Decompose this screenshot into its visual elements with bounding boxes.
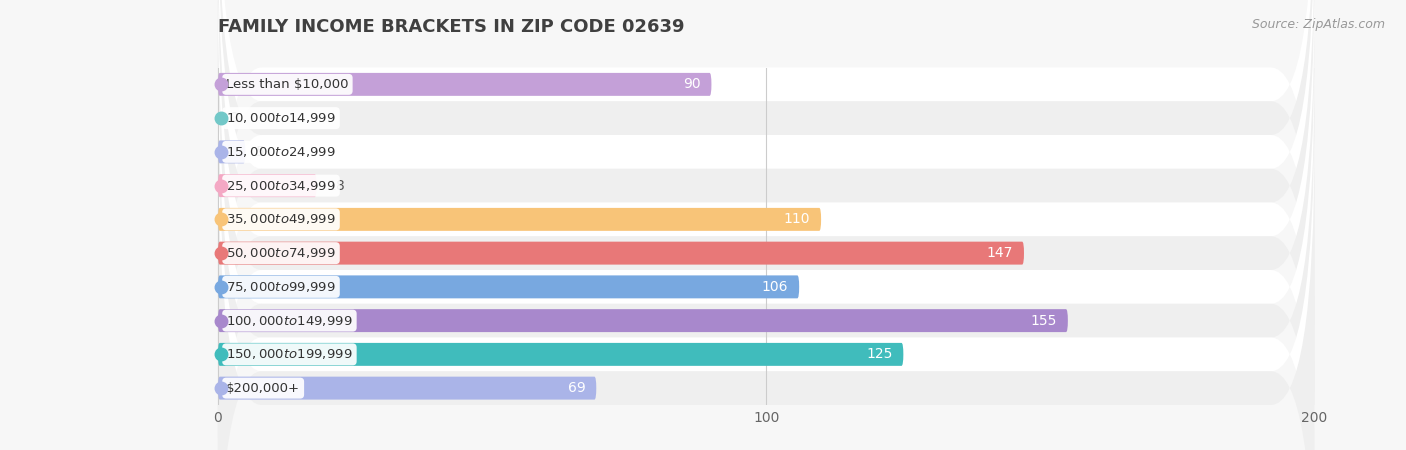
Text: 147: 147 bbox=[987, 246, 1014, 260]
Text: $35,000 to $49,999: $35,000 to $49,999 bbox=[226, 212, 336, 226]
FancyBboxPatch shape bbox=[218, 140, 246, 163]
FancyBboxPatch shape bbox=[218, 309, 1069, 332]
FancyBboxPatch shape bbox=[218, 275, 799, 298]
FancyBboxPatch shape bbox=[218, 73, 711, 96]
Text: 90: 90 bbox=[683, 77, 700, 91]
FancyBboxPatch shape bbox=[218, 135, 1315, 450]
Text: $200,000+: $200,000+ bbox=[226, 382, 299, 395]
FancyBboxPatch shape bbox=[218, 68, 1315, 450]
FancyBboxPatch shape bbox=[218, 0, 1315, 338]
FancyBboxPatch shape bbox=[218, 377, 596, 400]
Text: $50,000 to $74,999: $50,000 to $74,999 bbox=[226, 246, 336, 260]
FancyBboxPatch shape bbox=[218, 0, 1315, 371]
FancyBboxPatch shape bbox=[218, 0, 1315, 450]
FancyBboxPatch shape bbox=[218, 0, 1315, 405]
Text: 18: 18 bbox=[328, 179, 346, 193]
FancyBboxPatch shape bbox=[218, 208, 821, 231]
Text: $10,000 to $14,999: $10,000 to $14,999 bbox=[226, 111, 336, 125]
FancyBboxPatch shape bbox=[218, 343, 904, 366]
Text: 155: 155 bbox=[1031, 314, 1057, 328]
Text: $15,000 to $24,999: $15,000 to $24,999 bbox=[226, 145, 336, 159]
Text: 69: 69 bbox=[568, 381, 585, 395]
Text: $25,000 to $34,999: $25,000 to $34,999 bbox=[226, 179, 336, 193]
FancyBboxPatch shape bbox=[218, 0, 1315, 450]
Text: $150,000 to $199,999: $150,000 to $199,999 bbox=[226, 347, 353, 361]
Text: 125: 125 bbox=[866, 347, 893, 361]
Text: FAMILY INCOME BRACKETS IN ZIP CODE 02639: FAMILY INCOME BRACKETS IN ZIP CODE 02639 bbox=[218, 18, 685, 36]
FancyBboxPatch shape bbox=[218, 34, 1315, 450]
FancyBboxPatch shape bbox=[218, 0, 1315, 439]
FancyBboxPatch shape bbox=[218, 101, 1315, 450]
Text: Source: ZipAtlas.com: Source: ZipAtlas.com bbox=[1251, 18, 1385, 31]
Text: $75,000 to $99,999: $75,000 to $99,999 bbox=[226, 280, 336, 294]
Text: Less than $10,000: Less than $10,000 bbox=[226, 78, 349, 91]
Text: $100,000 to $149,999: $100,000 to $149,999 bbox=[226, 314, 353, 328]
Text: 5: 5 bbox=[256, 145, 266, 159]
Text: 106: 106 bbox=[762, 280, 789, 294]
Text: 0: 0 bbox=[229, 111, 238, 125]
FancyBboxPatch shape bbox=[218, 242, 1024, 265]
Text: 110: 110 bbox=[783, 212, 810, 226]
FancyBboxPatch shape bbox=[218, 174, 316, 197]
